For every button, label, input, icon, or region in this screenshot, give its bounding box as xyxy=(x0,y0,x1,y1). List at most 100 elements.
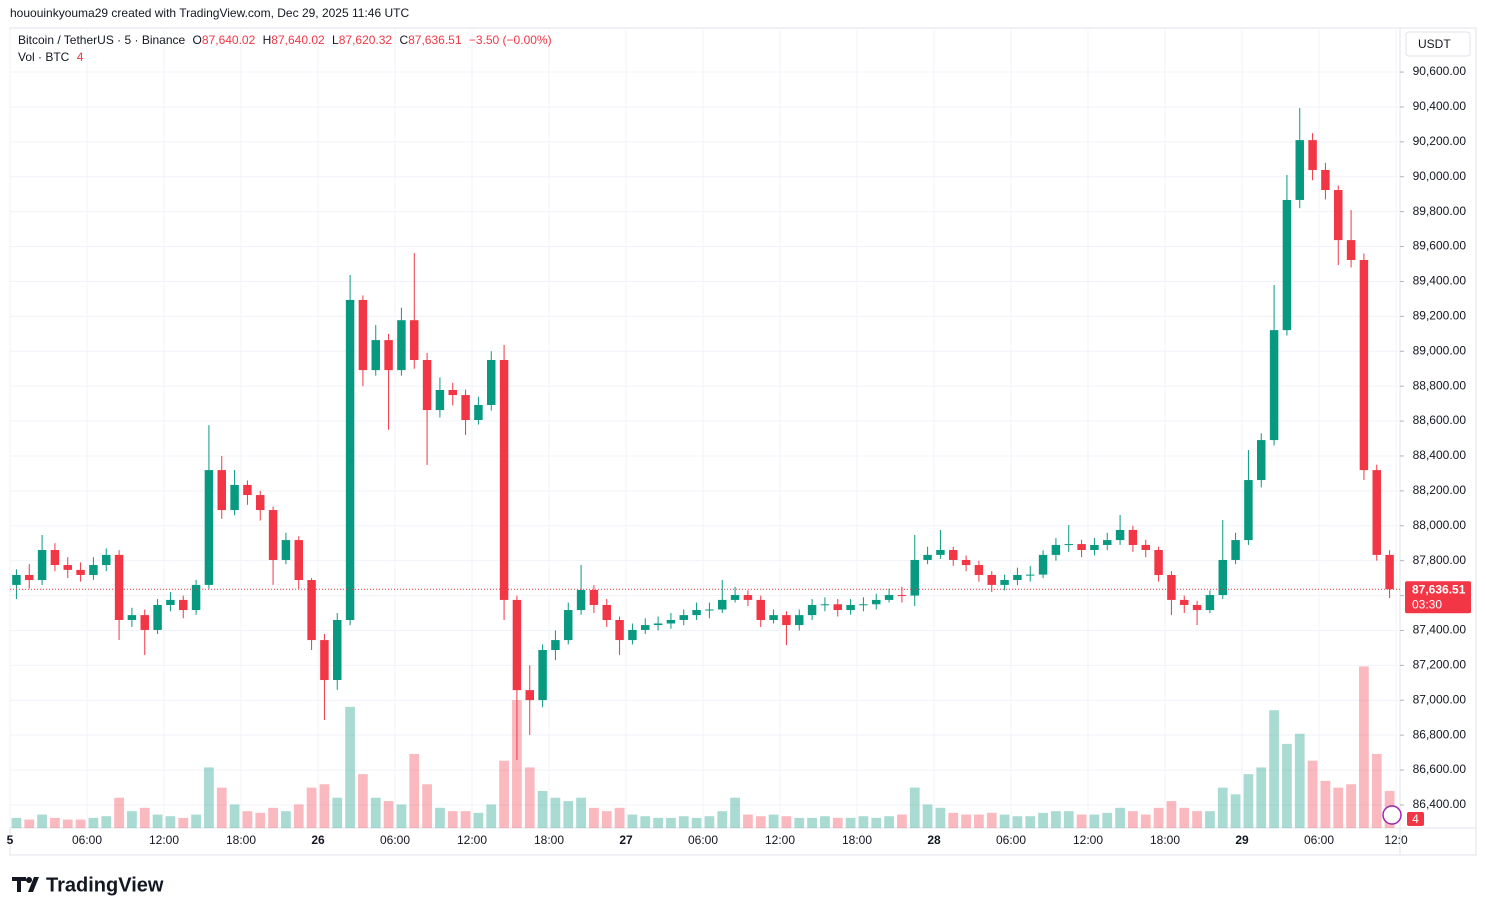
candle-body xyxy=(1346,240,1356,260)
candle-body xyxy=(782,615,791,626)
x-tick-label: 12:00 xyxy=(765,833,795,847)
candle-body xyxy=(358,299,368,371)
x-tick-label: 12:00 xyxy=(1073,833,1103,847)
volume-bar xyxy=(1243,774,1254,828)
volume-bar xyxy=(858,816,869,828)
volume-bar xyxy=(974,814,984,828)
volume-badge xyxy=(1407,812,1424,826)
volume-bar xyxy=(1102,812,1113,828)
candle-body xyxy=(153,604,162,630)
candle-body xyxy=(1231,540,1240,560)
volume-bar xyxy=(293,804,304,828)
y-tick-label: 90,400.00 xyxy=(1413,99,1467,113)
x-tick-label: 18:00 xyxy=(842,833,872,847)
volume-bar xyxy=(24,819,35,828)
candle-body xyxy=(730,595,740,600)
y-tick-label: 86,400.00 xyxy=(1413,797,1467,811)
volume-bar xyxy=(1140,814,1151,828)
y-tick-label: 89,400.00 xyxy=(1413,274,1467,288)
volume-bar xyxy=(319,784,330,828)
volume-bar xyxy=(1282,743,1292,828)
candle-body xyxy=(371,340,380,371)
candle-body xyxy=(653,623,663,626)
volume-bar xyxy=(935,807,946,828)
volume-bar xyxy=(1346,784,1356,828)
volume-value: 4 xyxy=(77,50,84,64)
volume-bar xyxy=(678,816,689,828)
candle-body xyxy=(256,495,265,511)
volume-bar xyxy=(627,814,638,828)
candle-body xyxy=(936,550,945,555)
candle-body xyxy=(1308,140,1317,170)
volume-bar xyxy=(948,812,959,828)
candle-body xyxy=(564,610,573,641)
volume-bar xyxy=(909,787,920,828)
volume-bar xyxy=(114,797,124,828)
candle-body xyxy=(1244,480,1253,541)
volume-bar xyxy=(473,812,484,828)
volume-bar xyxy=(409,753,420,828)
volume-bar xyxy=(768,814,779,828)
candle-body xyxy=(179,599,188,611)
grid xyxy=(9,30,1400,828)
logo-text: TradingView xyxy=(46,874,164,896)
candle-body xyxy=(345,299,355,620)
y-tick-label: 89,800.00 xyxy=(1413,204,1467,218)
candle-body xyxy=(538,650,547,701)
candle-layer xyxy=(12,108,1394,760)
volume-bar xyxy=(691,817,702,828)
x-tick-label: 12:0 xyxy=(1384,833,1408,847)
candle-body xyxy=(204,470,214,585)
volume-bar xyxy=(1205,811,1215,828)
candle-body xyxy=(243,484,252,496)
candle-body xyxy=(1167,574,1176,600)
candle-body xyxy=(1103,540,1112,545)
candle-body xyxy=(1000,580,1009,585)
alert-button[interactable] xyxy=(1382,805,1402,825)
candle-body xyxy=(397,320,406,371)
y-tick-label: 87,400.00 xyxy=(1413,623,1467,637)
candle-body xyxy=(1218,559,1227,596)
candle-body xyxy=(795,615,804,626)
candle-body xyxy=(102,554,111,566)
volume-bar xyxy=(101,816,112,828)
candle-body xyxy=(1359,259,1369,471)
candle-body xyxy=(435,389,445,411)
candle-body xyxy=(166,599,175,605)
y-tick-label: 88,600.00 xyxy=(1413,413,1467,427)
candle-body xyxy=(961,559,971,566)
volume-bar xyxy=(743,814,753,828)
x-tick-label: 18:00 xyxy=(1150,833,1180,847)
y-tick-label: 88,800.00 xyxy=(1413,378,1467,392)
volume-bar xyxy=(1051,811,1061,828)
candle-body xyxy=(63,565,72,570)
volume-bar xyxy=(1063,811,1074,828)
candle-body xyxy=(1090,544,1099,551)
candle-body xyxy=(1385,554,1394,590)
volume-bar xyxy=(332,797,343,828)
x-tick-label: 06:00 xyxy=(72,833,102,847)
candle-body xyxy=(1257,440,1266,481)
candle-body xyxy=(114,554,124,620)
volume-bar xyxy=(717,811,728,828)
candle-body xyxy=(820,604,830,606)
y-tick-label: 87,000.00 xyxy=(1413,692,1467,706)
candle-body xyxy=(1372,470,1381,555)
candle-body xyxy=(602,604,611,620)
low-value: 87,620.32 xyxy=(339,33,393,47)
candle-body xyxy=(127,615,137,620)
volume-bar xyxy=(832,817,843,828)
volume-bar xyxy=(897,814,907,828)
close-value: 87,636.51 xyxy=(408,33,462,47)
volume-bar xyxy=(576,797,586,828)
currency-label[interactable]: USDT xyxy=(1418,37,1451,51)
change-value: −3.50 (−0.00%) xyxy=(469,33,552,47)
volume-bar xyxy=(1371,753,1382,828)
candle-body xyxy=(1038,554,1048,575)
currency-box[interactable] xyxy=(1405,31,1471,57)
candle-body xyxy=(76,569,85,575)
volume-bar xyxy=(1256,767,1267,828)
volume-bar xyxy=(62,819,73,828)
open-label: O xyxy=(193,33,202,47)
